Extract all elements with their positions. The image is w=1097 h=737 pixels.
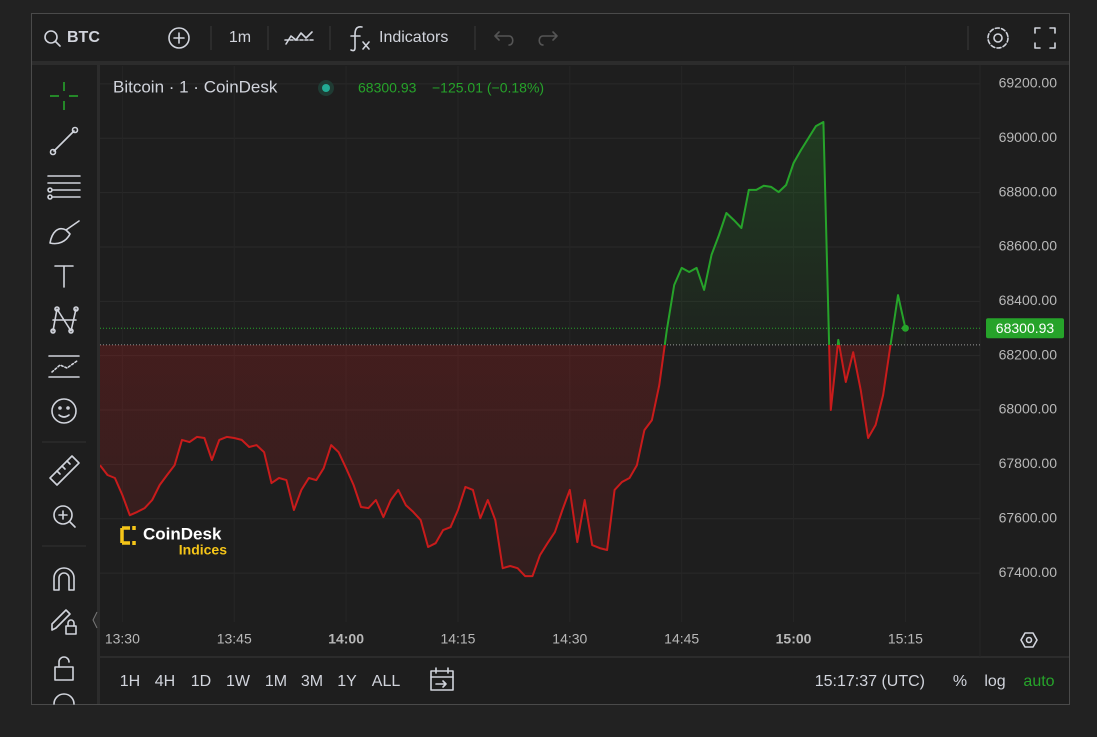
redo[interactable] [538, 31, 558, 46]
zoom-tool[interactable] [53, 505, 76, 528]
scale-option[interactable]: % [953, 673, 967, 690]
indicators-button[interactable]: Indicators [350, 26, 448, 52]
price-line [100, 121, 907, 578]
watermark: CoinDesk Indices [120, 524, 227, 558]
y-tick-label: 67400.00 [999, 564, 1058, 580]
text-tool[interactable] [54, 265, 74, 288]
y-tick-label: 69000.00 [999, 129, 1058, 145]
range-button[interactable]: 4H [155, 673, 175, 690]
x-tick-label: 14:15 [440, 631, 475, 647]
x-tick-label: 14:45 [664, 631, 699, 647]
trend-line-tool[interactable] [49, 126, 79, 156]
watermark-sub: Indices [179, 542, 227, 558]
drawing-toolbar [42, 82, 98, 705]
x-tick-label: 13:45 [217, 631, 252, 647]
top-toolbar: BTC 1m Indicators [44, 26, 1056, 52]
x-tick-label: 15:00 [776, 631, 812, 647]
add-symbol[interactable] [168, 27, 190, 49]
date-range-icon[interactable] [430, 667, 454, 691]
lock-tool[interactable] [54, 656, 74, 681]
sidebar-separator [97, 65, 100, 704]
indicators-label[interactable]: Indicators [379, 29, 448, 46]
ruler-tool[interactable] [49, 455, 80, 486]
last-price-label: 68300.93 [996, 320, 1055, 336]
range-button[interactable]: 1D [191, 673, 211, 690]
last-point [901, 324, 909, 332]
y-tick-label: 68600.00 [999, 238, 1058, 254]
lock-drawings[interactable] [51, 609, 77, 635]
x-tick-label: 14:30 [552, 631, 587, 647]
prediction-tool[interactable] [48, 355, 80, 378]
settings[interactable] [987, 27, 1009, 49]
range-button[interactable]: 3M [301, 673, 323, 690]
crosshair-tool[interactable] [50, 82, 78, 110]
scale-option[interactable]: auto [1023, 673, 1054, 690]
range-button[interactable]: 1Y [337, 673, 357, 690]
range-button[interactable]: 1H [120, 673, 140, 690]
range-button[interactable]: 1M [265, 673, 287, 690]
interval[interactable]: 1m [229, 29, 251, 46]
y-tick-label: 68800.00 [999, 183, 1058, 199]
scale-option[interactable]: log [984, 673, 1005, 690]
x-tick-label: 13:30 [105, 631, 140, 647]
y-tick-label: 67600.00 [999, 509, 1058, 525]
axis-settings[interactable] [1020, 632, 1038, 648]
y-tick-label: 68400.00 [999, 292, 1058, 308]
price-change: −125.01 (−0.18%) [432, 80, 544, 96]
x-tick-label: 14:00 [328, 631, 364, 647]
last-price: 68300.93 [358, 80, 417, 96]
y-tick-label: 69200.00 [999, 75, 1058, 91]
hide-tool[interactable] [53, 693, 75, 705]
y-tick-label: 67800.00 [999, 455, 1058, 471]
y-tick-label: 68200.00 [999, 346, 1058, 362]
chart-style-icon[interactable] [284, 31, 315, 45]
pattern-tool[interactable] [50, 306, 79, 334]
symbol[interactable]: BTC [67, 29, 100, 46]
axis-settings-center [1025, 636, 1033, 644]
range-button[interactable]: 1W [226, 673, 251, 690]
fullscreen[interactable] [1034, 27, 1056, 49]
clock[interactable]: 15:17:37 (UTC) [815, 673, 925, 690]
x-tick-label: 15:15 [888, 631, 923, 647]
range-button[interactable]: ALL [372, 673, 401, 690]
fib-tool[interactable] [47, 175, 81, 200]
area [100, 122, 906, 577]
last-price-box [986, 318, 1064, 339]
watermark-brand: CoinDesk [143, 524, 222, 543]
series [100, 121, 907, 578]
search-icon[interactable] [44, 30, 61, 47]
bottom-bar: 15:17:37 (UTC) 1H 4H 1D 1W 1M 3M 1Y ALL% log auto [120, 667, 1055, 691]
magnet-tool[interactable] [53, 567, 75, 591]
chart-title: Bitcoin · 1 · CoinDesk [113, 77, 278, 96]
undo[interactable] [494, 31, 514, 46]
y-tick-label: 68000.00 [999, 401, 1058, 417]
collapse-handle[interactable] [92, 611, 98, 629]
emoji-tool[interactable] [51, 398, 77, 424]
plot: 67400.00 67600.00 67800.00 68000.00 68200.00… [100, 66, 1064, 647]
brush-tool[interactable] [49, 220, 80, 245]
status-dot [322, 84, 330, 92]
toolbar-separator [32, 61, 1069, 65]
